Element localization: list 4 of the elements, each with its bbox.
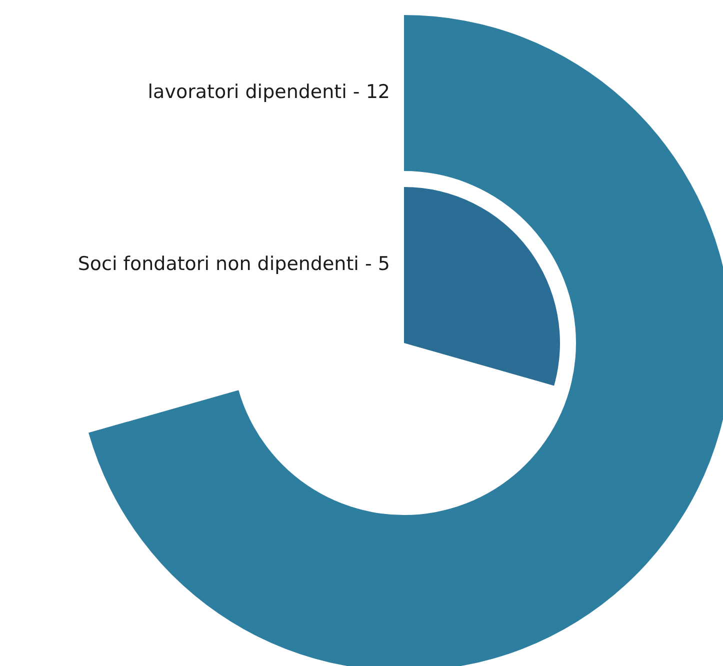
category-label: lavoratori dipendenti - [148,81,360,104]
data-label: 5 [372,253,390,276]
category-label: Soci fondatori non dipendenti - [78,253,372,276]
data-label: 12 [360,81,390,104]
